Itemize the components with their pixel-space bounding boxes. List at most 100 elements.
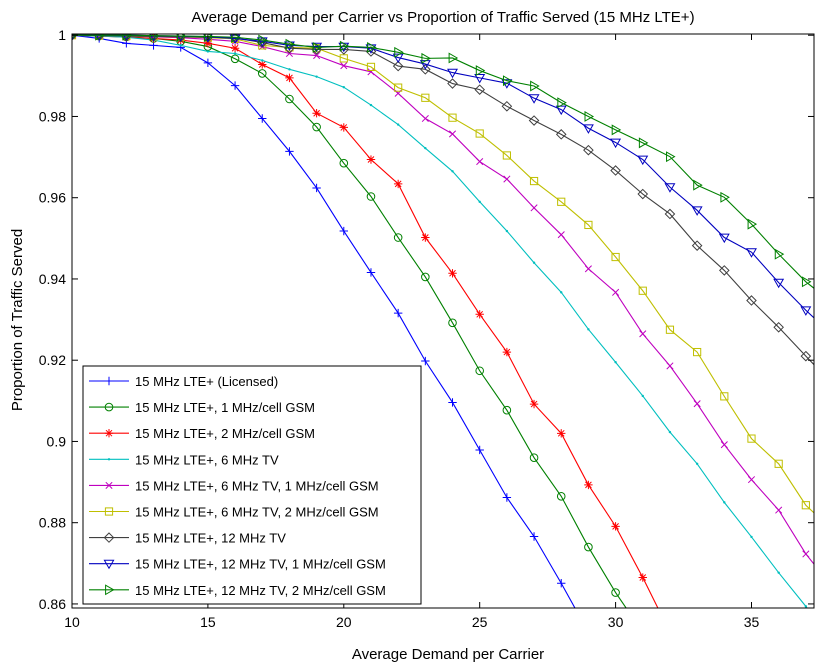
- data-point: [747, 434, 756, 443]
- data-point: [448, 398, 457, 407]
- data-point: [501, 79, 513, 89]
- data-point: [339, 226, 348, 236]
- data-point: [315, 75, 318, 78]
- y-tick-label: 0.98: [39, 108, 66, 124]
- data-point: [230, 81, 240, 90]
- data-point: [339, 54, 348, 63]
- data-point: [800, 350, 812, 362]
- data-point: [396, 123, 400, 126]
- x-tick-label: 25: [472, 614, 488, 630]
- y-tick-label: 0.86: [39, 596, 66, 612]
- data-point: [366, 268, 376, 277]
- data-point: [503, 175, 511, 183]
- data-point: [720, 191, 730, 203]
- data-point: [394, 46, 404, 58]
- legend-label: 15 MHz LTE+, 12 MHz TV, 1 MHz/cell GSM: [135, 557, 386, 572]
- data-point: [529, 453, 539, 462]
- legend-item: 15 MHz LTE+ (Licensed): [89, 374, 278, 389]
- y-tick-label: 0.88: [39, 515, 66, 531]
- legend-swatch-marker: [103, 559, 115, 570]
- data-point: [421, 356, 430, 366]
- data-point: [203, 58, 213, 68]
- data-point: [231, 34, 241, 43]
- data-point: [176, 34, 186, 42]
- data-point: [612, 288, 620, 296]
- data-point: [258, 114, 267, 123]
- data-point: [502, 347, 512, 357]
- data-point: [583, 144, 594, 156]
- data-point: [258, 34, 268, 46]
- data-point: [532, 261, 536, 264]
- legend-item: 15 MHz LTE+, 6 MHz TV, 1 MHz/cell GSM: [89, 478, 379, 493]
- data-point: [610, 165, 621, 176]
- data-point: [233, 52, 237, 55]
- data-point: [638, 137, 649, 149]
- axes-frame: [71, 33, 815, 609]
- data-point: [475, 310, 484, 319]
- data-point: [747, 218, 758, 230]
- data-point: [339, 123, 348, 132]
- data-point: [555, 129, 567, 140]
- data-point: [773, 321, 784, 333]
- data-point: [557, 429, 566, 438]
- data-point: [773, 278, 785, 289]
- data-point: [230, 54, 240, 64]
- legend-label: 15 MHz LTE+ (Licensed): [135, 374, 278, 389]
- data-point: [258, 60, 267, 69]
- legend-item: 15 MHz LTE+, 1 MHz/cell GSM: [89, 400, 315, 415]
- data-point: [666, 151, 676, 163]
- data-point: [693, 347, 702, 357]
- data-point: [691, 206, 703, 216]
- data-point: [665, 325, 675, 334]
- data-point: [801, 276, 812, 288]
- data-point: [206, 50, 210, 53]
- data-point: [313, 51, 321, 60]
- x-tick-label: 35: [744, 614, 760, 630]
- legend-item: 15 MHz LTE+, 12 MHz TV: [89, 531, 286, 546]
- data-point: [529, 532, 539, 541]
- data-point: [530, 80, 540, 92]
- data-point: [637, 188, 649, 200]
- data-point: [557, 97, 567, 109]
- legend-label: 15 MHz LTE+, 6 MHz TV: [135, 452, 279, 467]
- legend-item: 15 MHz LTE+, 6 MHz TV: [89, 452, 279, 467]
- data-point: [176, 34, 187, 42]
- data-point: [693, 179, 703, 191]
- data-point: [641, 394, 644, 398]
- data-point: [587, 328, 590, 331]
- data-point: [285, 94, 294, 104]
- data-point: [502, 405, 512, 415]
- data-point: [529, 399, 539, 409]
- legend-box: [82, 365, 422, 605]
- data-point: [149, 34, 158, 42]
- data-point: [339, 158, 349, 168]
- data-point: [584, 480, 593, 490]
- data-point: [478, 200, 481, 203]
- data-point: [505, 229, 509, 233]
- data-point: [312, 41, 323, 53]
- data-point: [804, 605, 808, 608]
- data-point: [475, 65, 486, 77]
- data-point: [367, 41, 377, 53]
- legend-item: 15 MHz LTE+, 12 MHz TV, 1 MHz/cell GSM: [89, 557, 386, 572]
- data-point: [611, 252, 620, 262]
- data-point: [691, 240, 703, 251]
- series-line: [72, 34, 814, 289]
- data-point: [367, 68, 375, 76]
- legend-swatch-marker: [107, 458, 111, 461]
- legend-label: 15 MHz LTE+, 6 MHz TV, 1 MHz/cell GSM: [135, 478, 379, 493]
- chart-title: Average Demand per Carrier vs Proportion…: [191, 9, 694, 26]
- data-point: [366, 155, 376, 164]
- plot-area: [71, 33, 815, 609]
- data-point: [750, 535, 753, 539]
- data-point: [557, 197, 566, 206]
- x-tick-label: 30: [608, 614, 624, 630]
- data-point: [664, 183, 676, 193]
- legend-swatch-marker: [105, 584, 115, 596]
- legend-swatch-marker: [104, 376, 114, 386]
- data-point: [800, 306, 812, 316]
- data-point: [719, 265, 730, 276]
- data-point: [339, 40, 350, 52]
- legend-label: 15 MHz LTE+, 12 MHz TV, 2 MHz/cell GSM: [135, 583, 386, 598]
- data-point: [393, 179, 403, 189]
